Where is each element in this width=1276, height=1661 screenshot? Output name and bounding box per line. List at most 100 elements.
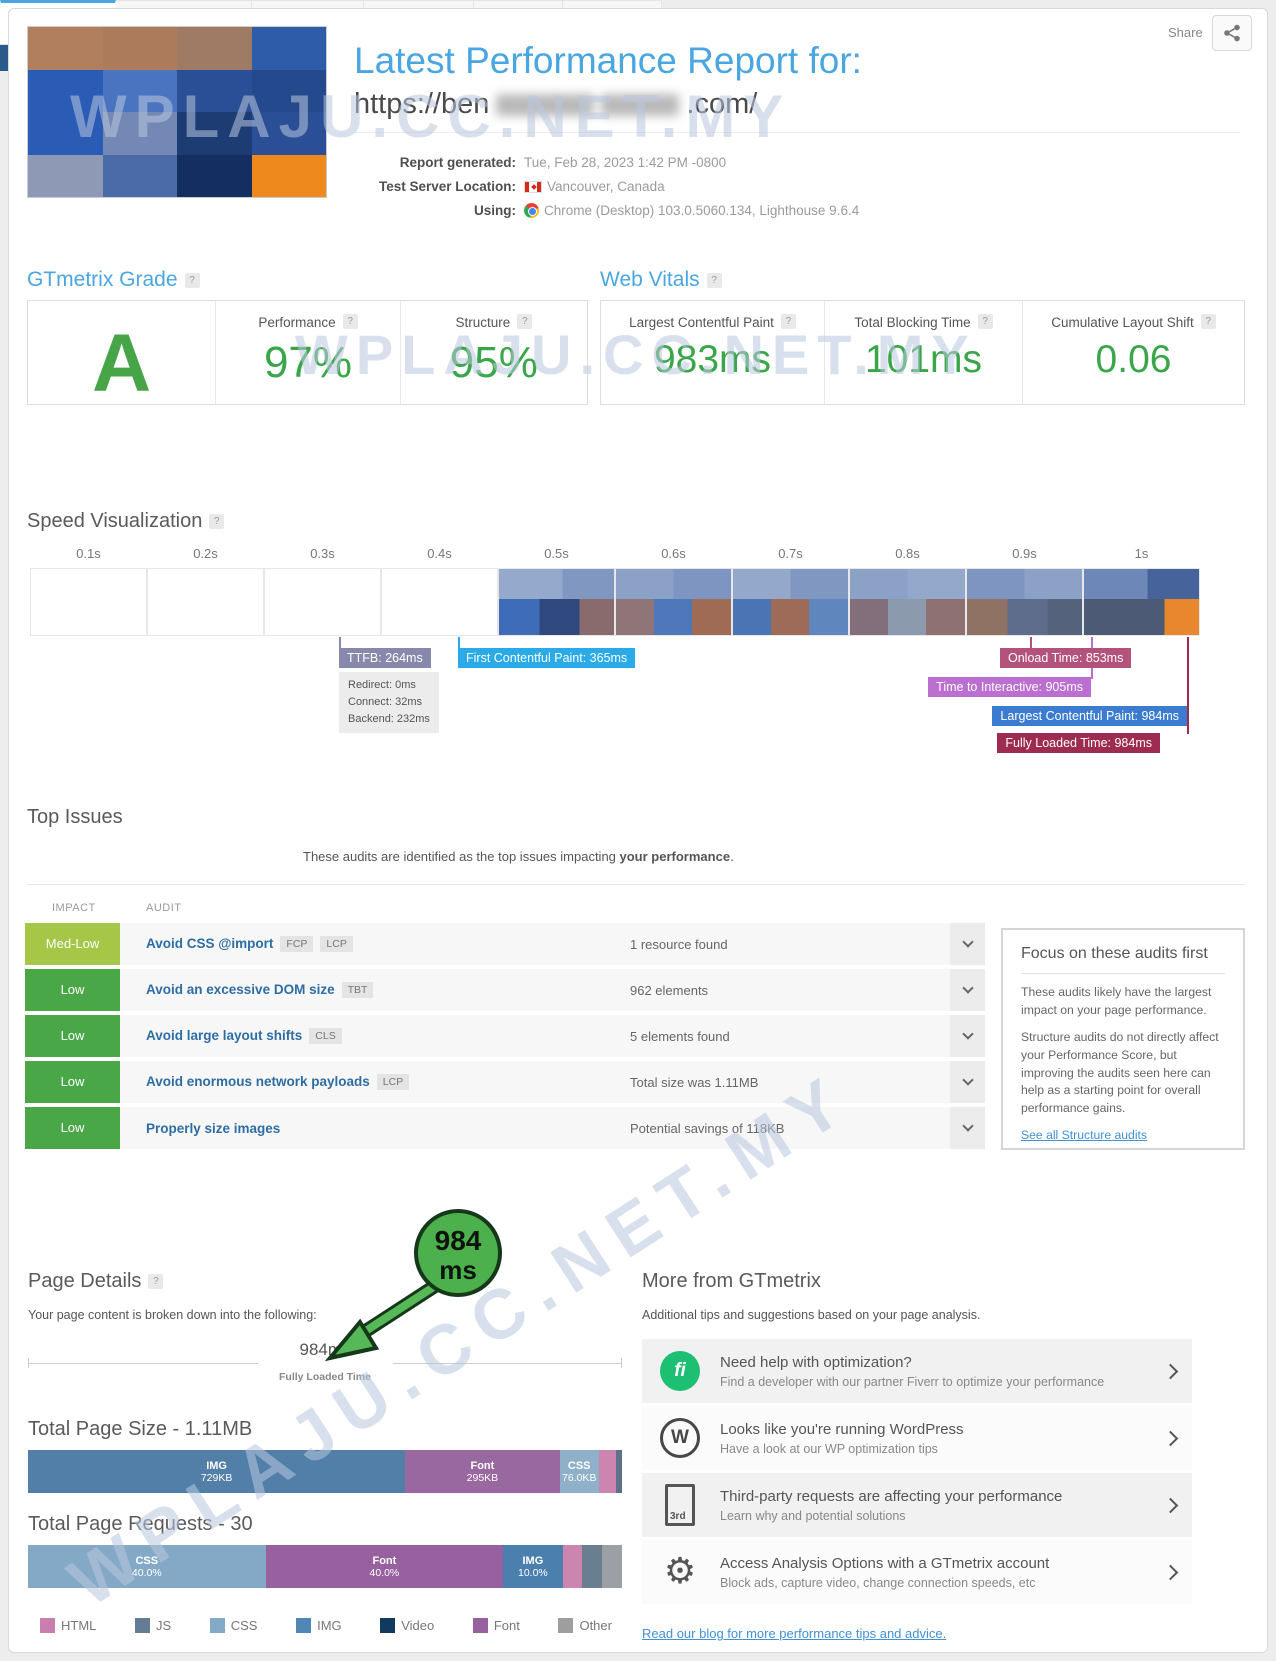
- blog-link[interactable]: Read our blog for more performance tips …: [642, 1626, 947, 1641]
- tbt-value: 101ms: [864, 338, 983, 381]
- audit-link[interactable]: Properly size images: [146, 1120, 281, 1136]
- req-segment-font: Font 40.0%: [265, 1545, 504, 1588]
- ttfb-tooltip: Redirect: 0ms Connect: 32ms Backend: 232…: [339, 672, 439, 734]
- expand-button[interactable]: [950, 1061, 985, 1103]
- audit-link[interactable]: Avoid large layout shifts: [146, 1028, 303, 1043]
- help-icon[interactable]: ?: [209, 514, 225, 529]
- annotation-984ms: 984 ms: [324, 1209, 502, 1362]
- lcp-cell: Largest Contentful Paint? 983ms: [601, 301, 824, 404]
- audit-detail: 962 elements: [630, 982, 709, 998]
- audit-link[interactable]: Avoid CSS @import: [146, 936, 274, 951]
- tbt-cell: Total Blocking Time? 101ms: [824, 301, 1022, 404]
- metric-badge: LCP: [320, 936, 353, 952]
- help-icon[interactable]: ?: [1200, 314, 1216, 329]
- audit-row-dom-size[interactable]: Low Avoid an excessive DOM size TBT 962 e…: [25, 969, 985, 1011]
- grade-letter: A: [92, 318, 152, 409]
- page-details-subtitle: Your page content is broken down into th…: [28, 1308, 317, 1322]
- impact-badge: Low: [25, 969, 120, 1011]
- legend-font: Font: [472, 1618, 520, 1633]
- help-icon[interactable]: ?: [148, 1274, 164, 1289]
- onload-label: Onload Time: 853ms: [1000, 648, 1132, 668]
- legend-img: IMG: [296, 1618, 342, 1633]
- audit-row-network-payloads[interactable]: Low Avoid enormous network payloads LCP T…: [25, 1061, 985, 1103]
- share-button[interactable]: [1212, 15, 1252, 51]
- header-divider: [354, 132, 1240, 133]
- onload-marker-line: [1030, 637, 1032, 650]
- vitals-heading: Web Vitals?: [600, 268, 722, 292]
- audit-detail: 5 elements found: [630, 1028, 730, 1044]
- expand-button[interactable]: [950, 1015, 985, 1057]
- impact-badge: Low: [25, 1107, 120, 1149]
- help-icon[interactable]: ?: [184, 273, 200, 288]
- legend-html: HTML: [40, 1618, 96, 1633]
- expand-button[interactable]: [950, 1107, 985, 1149]
- chevron-right-icon: [1162, 1363, 1179, 1379]
- filmstrip-frame: [615, 568, 732, 636]
- meta-report-generated: Report generated: Tue, Feb 28, 2023 1:42…: [399, 155, 727, 170]
- lcp-value: 983ms: [653, 338, 772, 381]
- chevron-down-icon: [961, 1074, 974, 1086]
- filmstrip-frame: [1083, 568, 1200, 636]
- audit-link[interactable]: Avoid enormous network payloads: [146, 1074, 370, 1089]
- chevron-down-icon: [961, 1028, 974, 1040]
- canada-flag-icon: [524, 180, 542, 193]
- annotation-unit: ms: [439, 1255, 477, 1285]
- fcp-label: First Contentful Paint: 365ms: [458, 648, 636, 668]
- filmstrip-frame: [264, 568, 381, 636]
- filmstrip-frame: [30, 568, 147, 636]
- issues-description: These audits are identified as the top i…: [303, 849, 734, 864]
- legend-js: JS: [134, 1618, 171, 1633]
- page-title: Latest Performance Report for:: [354, 40, 862, 81]
- timeline-ticks: 0.1s 0.2s 0.3s 0.4s 0.5s 0.6s 0.7s 0.8s 0.9s 1s: [76, 546, 1149, 561]
- url-redacted-2: [601, 93, 680, 116]
- audit-detail: Total size was 1.11MB: [630, 1074, 759, 1090]
- filmstrip: [30, 568, 1200, 636]
- third-party-icon: 3rd: [665, 1484, 695, 1526]
- req-segment-js: [582, 1545, 602, 1588]
- chevron-right-icon: [1162, 1564, 1179, 1580]
- filmstrip-frame: [732, 568, 849, 636]
- more-item-account[interactable]: ⚙ Access Analysis Options with a GTmetri…: [642, 1540, 1192, 1604]
- help-icon[interactable]: ?: [706, 273, 722, 288]
- top-issues-heading: Top Issues: [27, 806, 123, 828]
- expand-button[interactable]: [950, 923, 985, 965]
- more-item-third-party[interactable]: 3rd Third-party requests are affecting y…: [642, 1473, 1192, 1537]
- total-page-size-heading: Total Page Size - 1.11MB: [28, 1418, 253, 1440]
- more-item-fiverr[interactable]: fi Need help with optimization? Find a de…: [642, 1339, 1192, 1403]
- page-size-bar: IMG 729KB Font 295KB CSS 76.0KB: [28, 1450, 622, 1493]
- audit-row-css-import[interactable]: Med-Low Avoid CSS @import FCP LCP 1 resour…: [25, 923, 985, 965]
- structure-score: 95%: [449, 338, 538, 387]
- lcp-label: Largest Contentful Paint: 984ms: [992, 706, 1187, 726]
- req-segment-html: [562, 1545, 583, 1588]
- audit-detail: Potential savings of 118KB: [630, 1120, 785, 1136]
- expand-button[interactable]: [950, 969, 985, 1011]
- req-segment-css: CSS 40.0%: [28, 1545, 266, 1588]
- more-item-wordpress[interactable]: W Looks like you're running WordPress Hav…: [642, 1406, 1192, 1470]
- site-thumbnail: [27, 26, 327, 198]
- audit-row-layout-shifts[interactable]: Low Avoid large layout shifts CLS 5 eleme…: [25, 1015, 985, 1057]
- column-impact: IMPACT: [52, 902, 96, 914]
- help-icon[interactable]: ?: [780, 314, 796, 329]
- speed-viz-heading: Speed Visualization?: [27, 510, 225, 533]
- help-icon[interactable]: ?: [977, 314, 993, 329]
- impact-badge: Low: [25, 1015, 120, 1057]
- tti-label: Time to Interactive: 905ms: [928, 677, 1091, 697]
- cls-cell: Cumulative Layout Shift? 0.06: [1022, 301, 1244, 404]
- share-icon: [1224, 24, 1240, 42]
- column-audit: AUDIT: [146, 902, 182, 914]
- help-icon[interactable]: ?: [517, 314, 533, 329]
- chevron-right-icon: [1162, 1430, 1179, 1446]
- audit-row-size-images[interactable]: Low Properly size images Potential savin…: [25, 1107, 985, 1149]
- content-type-legend: HTML JS CSS IMG Video Font Other: [40, 1618, 612, 1633]
- fully-loaded-marker-line: [1187, 637, 1189, 734]
- audit-link[interactable]: Avoid an excessive DOM size: [146, 982, 335, 997]
- metric-badge: TBT: [341, 982, 374, 998]
- meta-server-location: Test Server Location: Vancouver, Canada: [378, 179, 665, 194]
- ttfb-marker-line: [339, 637, 341, 650]
- req-segment-other: [601, 1545, 622, 1588]
- help-icon[interactable]: ?: [342, 314, 358, 329]
- structure-audits-link[interactable]: See all Structure audits: [1021, 1127, 1148, 1142]
- report-url: https://ben .com/: [354, 88, 757, 121]
- chrome-icon: [524, 203, 539, 218]
